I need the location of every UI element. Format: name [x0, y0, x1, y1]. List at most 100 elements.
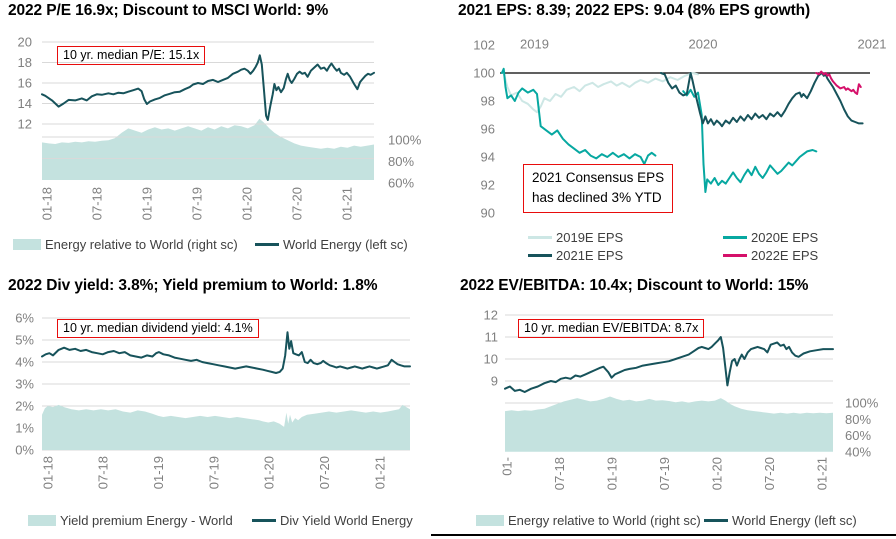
area-series-layer — [42, 118, 374, 180]
legend-item-div-yield-world-energy: Div Yield World Energy — [252, 513, 413, 528]
svg-text:98: 98 — [481, 94, 495, 109]
legend-label: 2020E EPS — [751, 230, 819, 245]
svg-text:07-20: 07-20 — [317, 456, 332, 489]
line-series-layer — [41, 54, 375, 121]
legend-item-energy-relative-ev: Energy relative to World (right sc) — [476, 513, 701, 528]
svg-text:100%: 100% — [388, 133, 422, 148]
area-series-layer — [505, 396, 833, 452]
ev-ebitda-median-annotation-text: 10 yr. median EV/EBITDA: 8.7x — [524, 321, 699, 335]
x-axis-labels: 2019 2020 2021 — [520, 37, 886, 52]
svg-text:96: 96 — [481, 122, 495, 137]
svg-text:60%: 60% — [388, 176, 414, 191]
svg-text:14: 14 — [18, 96, 32, 111]
x-axis-labels: 01-18 07-18 01-19 07-19 01-20 07-20 01-21 — [40, 187, 355, 220]
svg-text:07-18: 07-18 — [552, 457, 567, 490]
legend-label: Yield premium Energy - World — [60, 513, 233, 528]
area-swatch-icon — [28, 515, 56, 526]
series-line-2019e-eps — [502, 72, 699, 114]
legend-item-yield-premium: Yield premium Energy - World — [28, 513, 233, 528]
legend-label: World Energy (left sc) — [283, 237, 408, 252]
svg-text:07-19: 07-19 — [206, 456, 221, 489]
eps-consensus-annotation: 2021 Consensus EPS has declined 3% YTD — [523, 164, 674, 213]
svg-text:2%: 2% — [15, 399, 34, 414]
svg-text:01-21: 01-21 — [339, 187, 354, 220]
svg-text:10: 10 — [484, 352, 498, 367]
area-series-layer — [42, 404, 410, 450]
legend-label: World Energy (left sc) — [732, 513, 857, 528]
y-axis-labels: 20 18 16 14 12 100% 80% 60% — [18, 35, 422, 191]
svg-text:01-19: 01-19 — [139, 187, 154, 220]
pe-median-annotation: 10 yr. median P/E: 15.1x — [57, 46, 206, 65]
bottom-border-line — [431, 534, 896, 536]
svg-text:12: 12 — [18, 117, 32, 132]
chart-svg-2: 6%5%4%3%2%1%0%01-18 07-18 01-19 07-19 01-20 0… — [15, 311, 411, 489]
line-series-layer — [41, 331, 411, 374]
legend-label: Div Yield World Energy — [280, 513, 413, 528]
svg-text:102: 102 — [473, 38, 495, 53]
series-area-energy-relative-to-world-right-sc — [505, 396, 833, 452]
line-swatch-icon — [723, 236, 747, 239]
svg-text:1%: 1% — [15, 421, 34, 436]
svg-text:92: 92 — [481, 178, 495, 193]
series-area-yield-premium-energy-world — [42, 404, 410, 450]
legend-label: Energy relative to World (right sc) — [45, 237, 238, 252]
y-axis-labels: 12 11 10 9 100%80%60%40% — [484, 308, 879, 460]
series-area-energy-relative-to-world-right-sc — [42, 118, 374, 180]
area-swatch-icon — [13, 239, 41, 250]
div-yield-median-annotation: 10 yr. median dividend yield: 4.1% — [57, 319, 259, 338]
svg-text:100%: 100% — [845, 396, 879, 411]
svg-text:80%: 80% — [845, 412, 871, 427]
legend-label: 2022E EPS — [751, 248, 819, 263]
svg-text:40%: 40% — [845, 444, 871, 459]
x-axis-labels: 01- 07-18 01-19 07-19 01-20 07-20 01-21 — [500, 457, 830, 490]
panel-eps: 102 100 98 96 94 92 90 2019 2020 2021 2021 EPS: 8… — [448, 0, 896, 270]
line-swatch-icon — [252, 519, 276, 522]
svg-text:2020: 2020 — [689, 37, 718, 52]
line-swatch-icon — [528, 236, 552, 239]
series-line-div-yield-world-energy — [41, 331, 411, 374]
series-line-world-energy-left-sc — [41, 54, 375, 121]
svg-text:07-20: 07-20 — [289, 187, 304, 220]
legend-item-2019e-eps: 2019E EPS — [528, 230, 623, 245]
svg-text:18: 18 — [18, 55, 32, 70]
legend-item-2022e-eps: 2022E EPS — [723, 248, 818, 263]
pe-median-annotation-text: 10 yr. median P/E: 15.1x — [63, 48, 200, 62]
panel-ev-ebitda-title: 2022 EV/EBITDA: 10.4x; Discount to World… — [460, 277, 809, 294]
svg-text:20: 20 — [18, 35, 32, 50]
svg-text:01-19: 01-19 — [604, 457, 619, 490]
svg-text:5%: 5% — [15, 333, 34, 348]
panel-pe: 20 18 16 14 12 100% 80% 60% 01-18 07-18 01-19 07-19… — [0, 0, 448, 270]
svg-text:01-20: 01-20 — [239, 187, 254, 220]
legend-item-world-energy-ev: World Energy (left sc) — [704, 513, 857, 528]
svg-text:12: 12 — [484, 308, 498, 323]
panel-ev-ebitda: 12 11 10 9 100% 80% 60% 40% 01- 07-18 01-19 07-19 01… — [448, 275, 896, 539]
svg-text:2019: 2019 — [520, 37, 549, 52]
svg-text:16: 16 — [18, 76, 32, 91]
svg-text:100: 100 — [473, 66, 495, 81]
svg-text:01-20: 01-20 — [262, 456, 277, 489]
legend-item-2020e-eps: 2020E EPS — [723, 230, 818, 245]
svg-text:2021: 2021 — [858, 37, 887, 52]
legend-label: Energy relative to World (right sc) — [508, 513, 701, 528]
panel-div-yield-title: 2022 Div yield: 3.8%; Yield premium to W… — [8, 277, 378, 294]
line-swatch-icon — [704, 519, 728, 522]
line-series-layer — [504, 336, 834, 393]
legend-item-world-energy-pe: World Energy (left sc) — [255, 237, 408, 252]
legend-label: 2021E EPS — [556, 248, 624, 263]
svg-text:01-: 01- — [500, 457, 515, 476]
svg-text:11: 11 — [485, 330, 499, 345]
svg-text:01-19: 01-19 — [151, 456, 166, 489]
svg-text:6%: 6% — [15, 311, 34, 326]
x-axis-labels: 01-18 07-18 01-19 07-19 01-20 07-20 01-21 — [40, 456, 387, 489]
line-series-layer — [500, 67, 864, 193]
svg-text:94: 94 — [481, 150, 495, 165]
area-swatch-icon — [476, 515, 504, 526]
panel-div-yield: 6% 5% 4% 3% 2% 1% 0% 01-18 07-18 01-19 07-19 01-20 0… — [0, 275, 448, 539]
svg-text:07-18: 07-18 — [96, 456, 111, 489]
svg-text:90: 90 — [481, 206, 495, 221]
svg-text:01-20: 01-20 — [709, 457, 724, 490]
series-line-world-energy-left-sc — [504, 336, 834, 393]
legend-item-energy-relative-pe: Energy relative to World (right sc) — [13, 237, 238, 252]
series-line-2022e-eps — [815, 70, 862, 95]
